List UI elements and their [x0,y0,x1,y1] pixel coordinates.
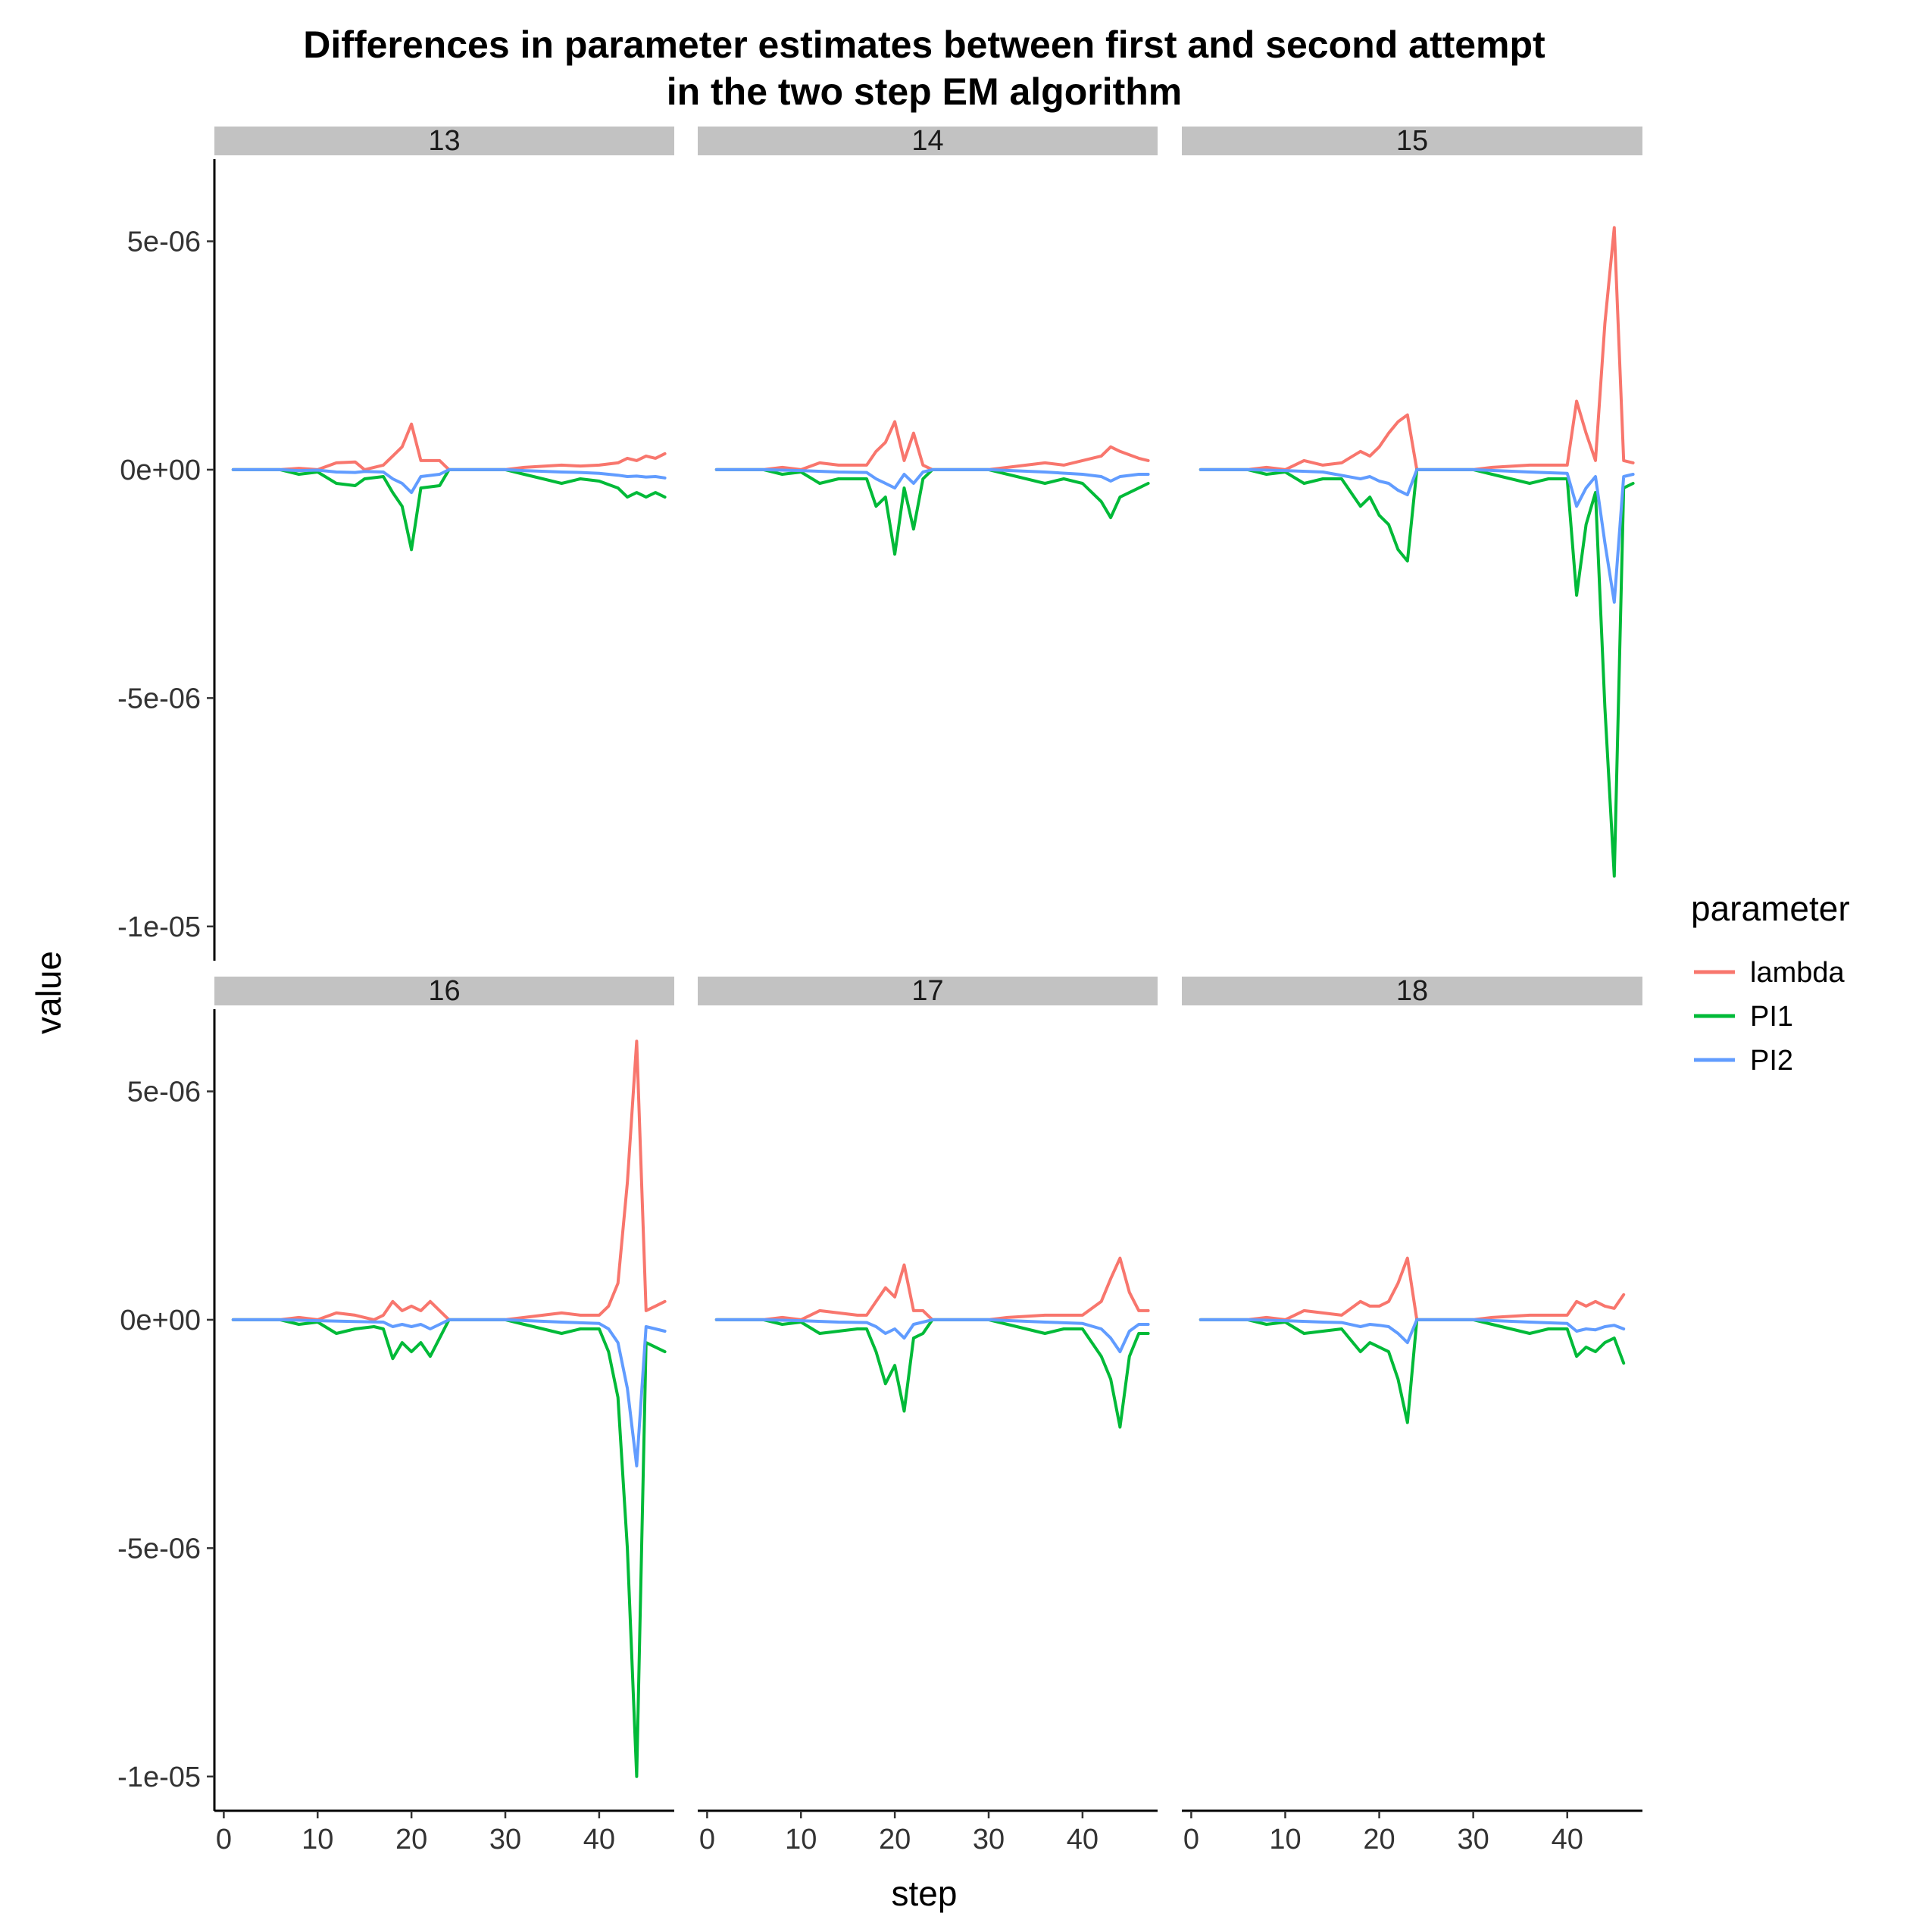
series-line-pi2 [1199,467,1635,604]
x-tick-label: 30 [489,1824,521,1855]
facet-panel-15: 15 [1182,125,1642,878]
x-tick-label: 20 [879,1824,911,1855]
legend-label-lambda: lambda [1750,957,1845,989]
facet-strip [214,127,674,155]
facet-panel-17: 17 0 10 20 30 40 [698,975,1158,1855]
y-tick-label: 0e+00 [120,1305,201,1336]
x-tick-label: 30 [973,1824,1005,1855]
y-tick-label: -1e-05 [117,911,201,943]
x-tick-label: 40 [583,1824,615,1855]
x-tick-label: 0 [699,1824,715,1855]
y-tick-label: 5e-06 [127,1077,201,1108]
facet-strip-label: 16 [428,975,460,1007]
x-tick-label: 10 [1269,1824,1301,1855]
facet-panel-13: 13 5e-06 0e+00 -5e-06 -1e-05 [117,125,674,961]
y-axis-title: value [29,951,68,1034]
series-line-lambda [231,1039,667,1321]
series-line-pi2 [714,467,1150,490]
series-line-pi2 [1199,1318,1626,1345]
facet-strip [698,127,1158,155]
x-tick-label: 0 [1183,1824,1199,1855]
series-line-pi1 [231,467,667,552]
series-line-pi1 [231,1318,667,1778]
x-tick-label: 10 [785,1824,817,1855]
x-tick-label: 10 [302,1824,333,1855]
chart-subtitle: in the two step EM algorithm [667,70,1183,113]
series-line-lambda [1199,226,1635,471]
series-line-pi1 [1199,467,1635,878]
series-line-pi2 [231,467,667,495]
facet-panel-16: 16 5e-06 0e+00 -5e-06 -1e-05 0 10 20 30 40 [117,975,674,1855]
x-tick-label: 0 [216,1824,232,1855]
facet-panel-18: 18 0 10 20 30 40 [1182,975,1642,1855]
series-line-lambda [1199,1256,1626,1321]
series-line-pi1 [1199,1318,1626,1424]
facet-strip-label: 18 [1396,975,1428,1007]
x-tick-label: 20 [395,1824,427,1855]
facet-strip [214,977,674,1005]
series-line-pi1 [714,1318,1150,1429]
y-tick-label: -1e-05 [117,1762,201,1793]
y-tick-label: 0e+00 [120,455,201,486]
x-axis-title: step [892,1874,958,1913]
series-line-lambda [714,420,1150,471]
x-tick-label: 40 [1067,1824,1099,1855]
legend-label-pi2: PI2 [1750,1045,1793,1077]
facet-strip [1182,977,1642,1005]
facet-strip-label: 13 [428,125,460,157]
series-line-lambda [231,422,667,471]
series-line-lambda [714,1256,1150,1321]
series-line-pi1 [714,467,1150,556]
y-tick-label: -5e-06 [117,1533,201,1565]
legend-items: lambda PI1 PI2 [1694,957,1845,1077]
y-tick-label: -5e-06 [117,683,201,714]
facet-strip [698,977,1158,1005]
x-tick-label: 20 [1363,1824,1395,1855]
y-tick-label: 5e-06 [127,227,201,258]
legend-title: parameter [1691,889,1850,928]
x-tick-label: 40 [1552,1824,1583,1855]
facet-strip-label: 15 [1396,125,1428,157]
legend: parameter lambda PI1 PI2 [1691,889,1850,1077]
series-line-pi2 [231,1318,667,1468]
facet-panels: 13 5e-06 0e+00 -5e-06 -1e-05 14 15 16 5e-06 0e+00… [117,125,1642,1855]
facet-panel-14: 14 [698,125,1158,556]
x-tick-label: 30 [1458,1824,1489,1855]
legend-label-pi1: PI1 [1750,1001,1793,1033]
facet-strip-label: 17 [911,975,943,1007]
facet-strip [1182,127,1642,155]
series-line-pi2 [714,1318,1150,1354]
chart-title: Differences in parameter estimates betwe… [303,23,1545,66]
facet-strip-label: 14 [911,125,943,157]
